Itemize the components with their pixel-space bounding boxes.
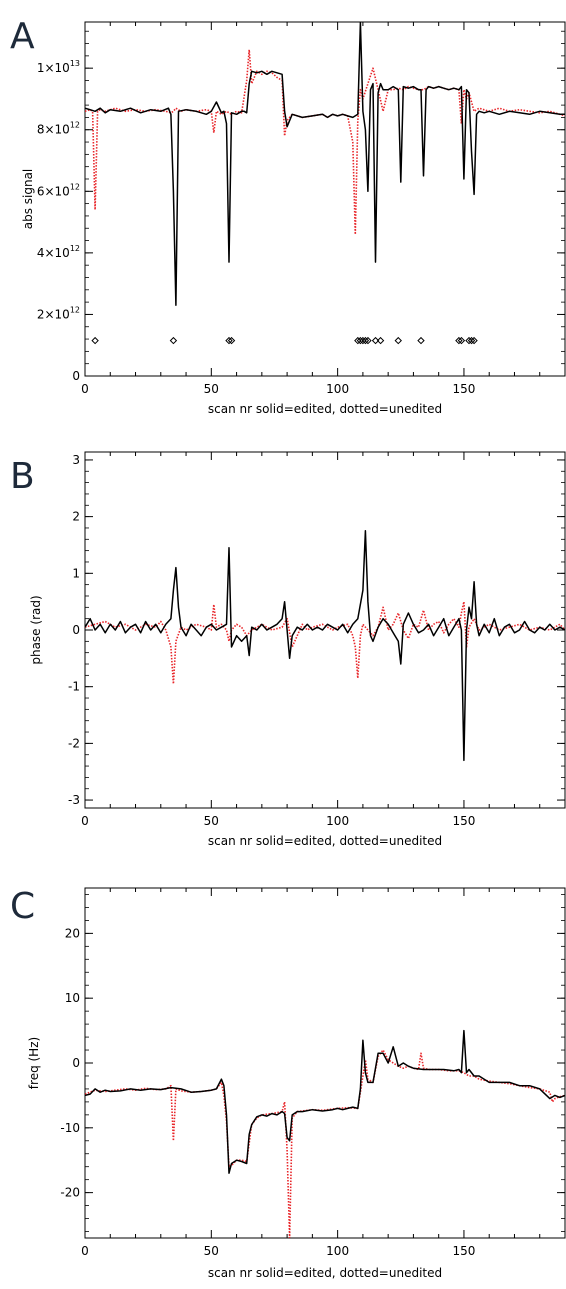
diamond-marker (364, 336, 372, 345)
diamond-marker (361, 336, 370, 345)
diamond-marker (467, 336, 476, 345)
panel-letter-a: A (10, 16, 35, 57)
y-tick-label-b: -2 (68, 736, 80, 750)
diamond-marker (354, 336, 362, 345)
plot-area-c (84, 887, 566, 1239)
y-tick-label-a: 6×1012 (37, 182, 80, 198)
series-edited-line-b (85, 530, 565, 762)
diamond-marker (225, 336, 233, 345)
x-tick-label-c: 0 (81, 1244, 89, 1258)
series-edited-line-a (85, 22, 565, 306)
y-tick-label-c: 10 (65, 991, 80, 1005)
x-axis-label-a: scan nr solid=edited, dotted=unedited (208, 402, 442, 416)
y-axis-label-b: phase (rad) (29, 595, 43, 664)
x-tick-label-a: 50 (204, 382, 219, 396)
y-tick-label-c: -10 (60, 1121, 80, 1135)
x-axis-label-c: scan nr solid=edited, dotted=unedited (208, 1266, 442, 1280)
y-tick-label-a: 8×1012 (37, 121, 80, 137)
diamond-marker (394, 336, 402, 345)
y-tick-label-c: 20 (65, 926, 80, 940)
plot-area-a (84, 21, 566, 377)
diamond-marker (465, 336, 473, 345)
diamond-marker (227, 336, 236, 345)
y-tick-label-b: -3 (68, 793, 80, 807)
diamond-marker (470, 336, 478, 345)
diamond-marker (417, 336, 425, 345)
y-tick-label-a: 2×1012 (37, 305, 80, 321)
panel-b-phase: phase (rad) scan nr solid=edited, dotted… (29, 451, 566, 848)
diamond-marker (376, 336, 385, 345)
panel-letter-b: B (10, 456, 35, 497)
y-tick-label-b: 2 (72, 510, 80, 524)
y-axis-label-a: abs signal (21, 169, 35, 230)
x-tick-label-b: 150 (452, 814, 475, 828)
series-unedited-line-c (85, 1049, 565, 1238)
series-edited-line-c (85, 1029, 565, 1174)
x-tick-label-a: 100 (326, 382, 349, 396)
diamond-marker (356, 336, 365, 345)
series-unedited-line-a (85, 48, 565, 236)
y-tick-label-b: -1 (68, 680, 80, 694)
y-tick-label-c: -20 (60, 1186, 80, 1200)
x-tick-label-c: 150 (452, 1244, 475, 1258)
y-axis-label-c: freq (Hz) (27, 1037, 41, 1089)
diamond-marker (169, 336, 178, 345)
x-tick-label-b: 100 (326, 814, 349, 828)
plot-area-b (84, 451, 566, 809)
diamond-marker (359, 336, 367, 345)
series-unedited-line-b (85, 600, 565, 685)
panel-a-abs-signal: abs signal scan nr solid=edited, dotted=… (21, 21, 566, 416)
panel-letter-c: C (10, 886, 35, 927)
x-tick-label-b: 50 (204, 814, 219, 828)
x-tick-label-a: 0 (81, 382, 89, 396)
y-tick-label-b: 0 (72, 623, 80, 637)
y-tick-label-c: 0 (72, 1056, 80, 1070)
y-tick-label-b: 3 (72, 453, 80, 467)
x-tick-label-c: 50 (204, 1244, 219, 1258)
diamond-marker (91, 336, 99, 345)
diamond-marker (457, 336, 466, 345)
diamond-marker (455, 336, 463, 345)
y-tick-label-b: 1 (72, 566, 80, 580)
x-tick-label-a: 150 (452, 382, 475, 396)
panel-c-freq: freq (Hz) scan nr solid=edited, dotted=u… (27, 887, 566, 1280)
x-axis-label-b: scan nr solid=edited, dotted=unedited (208, 834, 442, 848)
y-tick-label-a: 0 (72, 369, 80, 383)
y-tick-label-a: 1×1013 (37, 59, 80, 75)
x-tick-label-c: 100 (326, 1244, 349, 1258)
diamond-marker (371, 336, 380, 345)
x-tick-label-b: 0 (81, 814, 89, 828)
y-tick-label-a: 4×1012 (37, 244, 80, 260)
